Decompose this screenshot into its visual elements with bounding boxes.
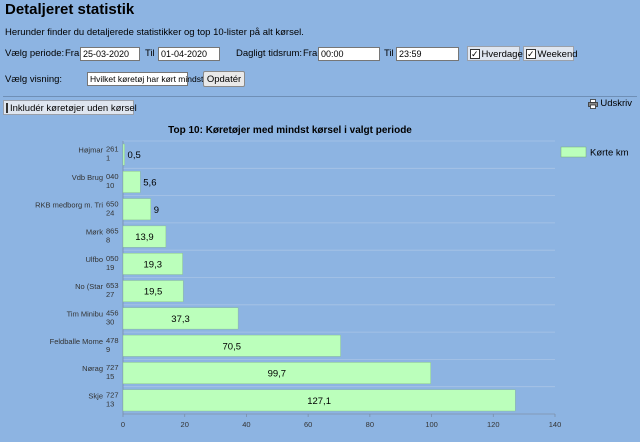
bar-value-label: 5,6	[143, 177, 156, 188]
bar-value-label: 37,3	[171, 314, 190, 325]
to-date-label: Til	[145, 48, 155, 59]
chart-title: Top 10: Køretøjer med mindst kørsel i va…	[168, 125, 412, 136]
bar-value-label: 19,5	[144, 287, 163, 298]
update-button[interactable]: Opdatér	[203, 71, 245, 87]
divider	[3, 96, 637, 97]
category-subcode: 15	[106, 372, 114, 381]
category-label: Nørag	[82, 364, 103, 373]
view-label: Vælg visning:	[5, 74, 63, 85]
category-code: 456	[106, 308, 119, 317]
x-tick-label: 140	[549, 420, 562, 429]
view-select-value: Hvilket køretøj har kørt mindst?	[90, 74, 209, 84]
category-subcode: 1	[106, 154, 110, 163]
category-code: 727	[106, 390, 119, 399]
weekdays-label: Hverdage	[481, 48, 523, 60]
category-subcode: 30	[106, 317, 114, 326]
category-subcode: 24	[106, 208, 114, 217]
category-code: 050	[106, 254, 119, 263]
category-subcode: 27	[106, 290, 114, 299]
time-from-label: Fra	[303, 48, 318, 59]
bar-value-label: 13,9	[135, 232, 154, 243]
page-title: Detaljeret statistik	[5, 1, 135, 18]
category-code: 261	[106, 145, 119, 154]
include-empty-checkbox[interactable]: Inkludér køretøjer uden kørsel	[3, 100, 137, 115]
weekend-checkbox[interactable]: ✓ Weekend	[523, 46, 578, 61]
view-select[interactable]: Hvilket køretøj har kørt mindst? ▾	[87, 72, 212, 86]
category-label: RKB medborg m. Tri	[35, 200, 103, 209]
x-tick-label: 60	[304, 420, 312, 429]
bar	[122, 143, 125, 166]
category-code: 650	[106, 199, 119, 208]
bar	[122, 307, 239, 330]
x-tick-label: 80	[366, 420, 374, 429]
chart-legend: Kørte km	[560, 146, 629, 159]
bar	[122, 389, 516, 412]
include-empty-check-icon	[6, 103, 8, 113]
bar-value-label: 19,3	[144, 259, 163, 270]
bar	[122, 171, 141, 193]
weekend-label: Weekend	[537, 48, 578, 60]
x-tick-label: 40	[242, 420, 250, 429]
category-label: Skje	[88, 391, 103, 400]
time-from-input[interactable]: 00:00	[318, 47, 380, 61]
category-subcode: 10	[106, 181, 114, 190]
category-label: No (Star	[75, 282, 103, 291]
category-code: 727	[106, 363, 119, 372]
time-to-label: Til	[384, 48, 394, 59]
bar	[122, 280, 184, 302]
x-tick-label: 100	[425, 420, 438, 429]
from-date-input[interactable]: 25-03-2020	[80, 47, 140, 61]
include-empty-label: Inkludér køretøjer uden kørsel	[10, 102, 137, 114]
bar-value-label: 70,5	[223, 341, 242, 352]
category-label: Tim Minibu	[67, 309, 103, 318]
weekdays-check-icon: ✓	[470, 49, 480, 59]
category-subcode: 9	[106, 345, 110, 354]
x-tick-label: 20	[181, 420, 189, 429]
weekend-check-icon: ✓	[526, 49, 536, 59]
legend-label: Kørte km	[590, 148, 629, 159]
weekdays-checkbox[interactable]: ✓ Hverdage	[467, 46, 523, 61]
category-subcode: 19	[106, 263, 114, 272]
bar-value-label: 0,5	[128, 150, 141, 161]
x-tick-label: 0	[121, 420, 125, 429]
daily-time-label: Dagligt tidsrum:	[236, 48, 302, 59]
category-code: 653	[106, 281, 119, 290]
period-label: Vælg periode:	[5, 48, 65, 59]
category-code: 865	[106, 227, 119, 236]
category-label: Vdb Brug	[72, 173, 103, 182]
from-date-label: Fra	[65, 48, 80, 59]
bar	[122, 334, 341, 357]
category-subcode: 8	[106, 236, 110, 245]
category-label: Feldballe Mome	[50, 337, 103, 346]
bar	[122, 198, 151, 221]
bar	[122, 225, 167, 248]
print-button[interactable]: Udskriv	[588, 98, 632, 109]
bar-value-label: 99,7	[268, 369, 287, 380]
category-code: 478	[106, 336, 119, 345]
category-code: 040	[106, 172, 119, 181]
bar	[122, 362, 431, 384]
printer-icon	[588, 98, 599, 109]
category-subcode: 13	[106, 399, 114, 408]
category-label: Højmar	[78, 146, 103, 155]
bar-value-label: 127,1	[307, 396, 331, 407]
category-label: Ulfbo	[85, 255, 103, 264]
x-tick-label: 120	[487, 420, 500, 429]
time-to-input[interactable]: 23:59	[396, 47, 459, 61]
legend-swatch	[560, 146, 587, 158]
to-date-input[interactable]: 01-04-2020	[158, 47, 220, 61]
bar	[122, 252, 183, 275]
bar-value-label: 9	[154, 205, 159, 216]
category-label: Mørk	[86, 228, 103, 237]
page-subtitle: Herunder finder du detaljerede statistik…	[5, 27, 304, 38]
print-label: Udskriv	[600, 98, 632, 109]
